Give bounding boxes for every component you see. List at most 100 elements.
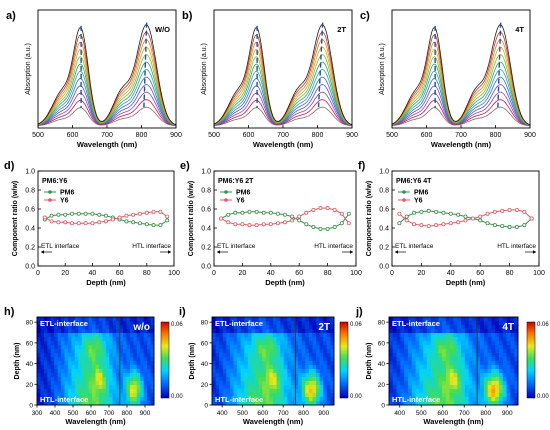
heatmap-cell — [61, 333, 65, 338]
heatmap-cell — [468, 357, 473, 362]
heatmap-cell — [430, 357, 435, 362]
heatmap-cell — [330, 381, 335, 386]
heatmap-cell — [453, 329, 458, 334]
heatmap-cell — [283, 389, 288, 394]
heatmap-cell — [255, 397, 260, 402]
heatmap-cell — [85, 381, 90, 386]
spectrum-curve — [37, 84, 177, 126]
heatmap-cell — [119, 333, 124, 338]
heatmap-cell — [449, 369, 454, 374]
heatmap-cell — [88, 345, 93, 350]
heatmap-cell — [430, 365, 435, 370]
heatmap-cell — [499, 341, 504, 346]
heatmap-cell — [57, 349, 62, 354]
heatmap-cell — [294, 333, 299, 338]
heatmap-cell — [407, 349, 413, 354]
heatmap-cell — [312, 397, 317, 402]
heatmap-cell — [67, 333, 72, 338]
heatmap-cell — [276, 377, 281, 382]
heatmap-cell — [67, 385, 72, 390]
heatmap-cell — [244, 329, 249, 334]
htl-annotation: HTL interface — [132, 243, 171, 250]
heatmap-cell — [472, 353, 477, 358]
heatmap-cell — [67, 361, 72, 366]
heatmap-cell — [449, 385, 454, 390]
heatmap-cell — [251, 349, 256, 354]
heatmap-cell — [140, 377, 145, 382]
heatmap-cell — [81, 385, 86, 390]
heatmap-cell — [40, 393, 45, 398]
heatmap-cell — [423, 401, 428, 406]
heatmap-cell — [396, 329, 401, 334]
heatmap-cell — [67, 321, 72, 326]
heatmap-cell — [472, 377, 477, 382]
heatmap-cell — [283, 373, 288, 378]
plot-frame — [37, 170, 175, 267]
arrow-left-head — [217, 250, 220, 254]
heatmap-cell — [407, 333, 413, 338]
heatmap-cell — [255, 325, 260, 330]
heatmap-cell — [265, 325, 270, 330]
heatmap-cell — [457, 389, 462, 394]
heatmap-cell — [472, 385, 477, 390]
heatmap-cell — [112, 341, 117, 346]
heatmap-cell — [438, 353, 443, 358]
heatmap-cell — [480, 317, 485, 322]
heatmap-cell — [136, 385, 141, 390]
heatmap-cell — [400, 377, 405, 382]
data-point-pm6 — [522, 223, 527, 228]
heatmap-cell — [316, 377, 321, 382]
heatmap-cell — [396, 337, 401, 342]
heatmap-cell — [74, 361, 79, 366]
heatmap-cell — [129, 345, 134, 350]
heatmap-cell — [116, 377, 120, 382]
heatmap-cell — [119, 341, 124, 346]
heatmap-cell — [54, 381, 59, 386]
heatmap-cell — [280, 325, 285, 330]
heatmap-cell — [290, 329, 295, 334]
heatmap-cell — [258, 357, 263, 362]
heatmap-cell — [233, 337, 238, 342]
heatmap-cell — [215, 317, 220, 322]
heatmap-cell — [40, 369, 45, 374]
heatmap-cell — [147, 353, 151, 358]
heatmap-cell — [212, 361, 216, 366]
x-tick-label: 800 — [122, 410, 133, 417]
heatmap-cell — [92, 341, 96, 346]
heatmap-cell — [453, 365, 458, 370]
y-tick-label: 0.6 — [379, 207, 389, 214]
data-point-y6 — [332, 207, 337, 212]
heatmap-cell — [280, 321, 285, 326]
x-tick-label: 60 — [116, 270, 124, 277]
heatmap-cell — [251, 345, 256, 350]
heatmap-cell — [247, 349, 252, 354]
heatmap-cell — [255, 341, 260, 346]
data-point-y6 — [419, 223, 424, 228]
heatmap-cell — [442, 365, 447, 370]
heatmap-cell — [64, 341, 69, 346]
heatmap-cell — [74, 389, 79, 394]
heatmap-cell — [468, 365, 473, 370]
data-point-pm6 — [254, 209, 259, 214]
heatmap-cell — [476, 365, 481, 370]
arrow-left-head — [395, 250, 398, 254]
heatmap-cell — [229, 353, 234, 358]
heatmap-cell — [415, 349, 420, 354]
heatmap-cell — [514, 401, 519, 406]
heatmap-cell — [258, 401, 263, 406]
heatmap-cell — [119, 385, 124, 390]
heatmap-cell — [150, 333, 155, 338]
heatmap-cell — [283, 345, 288, 350]
heatmap-cell — [294, 385, 299, 390]
heatmap-cell — [273, 397, 277, 402]
heatmap-cell — [262, 397, 267, 402]
heatmap-cell — [514, 353, 519, 358]
heatmap-cell — [102, 321, 107, 326]
heatmap-cell — [453, 389, 458, 394]
heatmap-cell — [219, 333, 224, 338]
heatmap-cell — [312, 349, 317, 354]
heatmap-cell — [143, 353, 148, 358]
heatmap-cell — [308, 381, 313, 386]
heatmap-cell — [244, 377, 249, 382]
heatmap-cell — [326, 361, 331, 366]
